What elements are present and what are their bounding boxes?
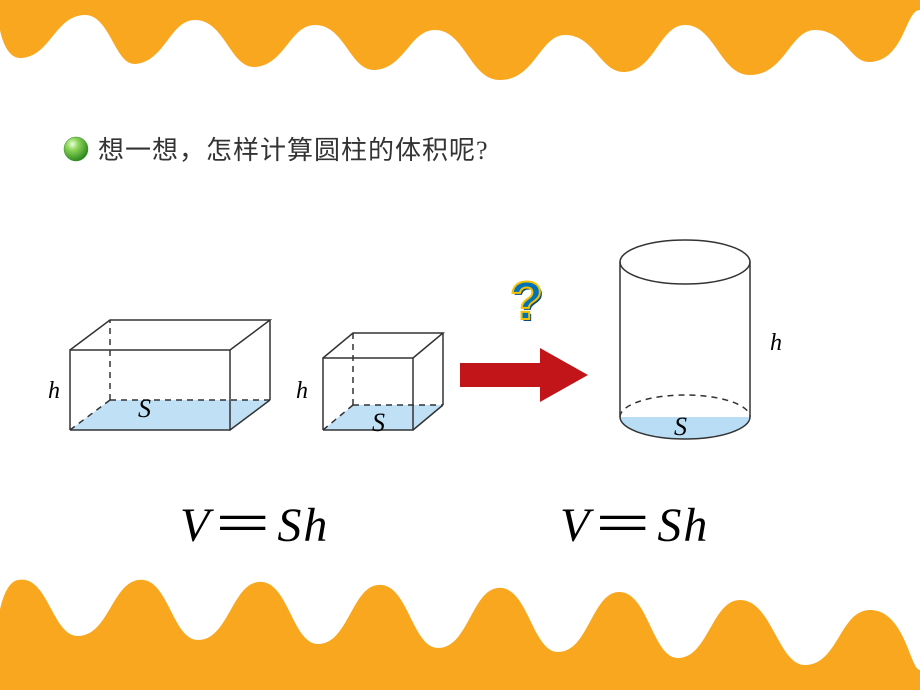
cuboid-shape	[60, 280, 280, 440]
cloud-border-bottom	[0, 570, 920, 690]
cylinder-h-label: h	[770, 330, 782, 357]
formula-left-v: V	[180, 499, 211, 552]
bullet-ball-icon	[62, 135, 90, 163]
formula-right-s: S	[657, 499, 683, 552]
formula-left: V＝Sh	[180, 485, 329, 555]
cylinder-s-label: S	[674, 412, 687, 442]
cuboid-s-label: S	[138, 394, 151, 424]
cuboid-h-label: h	[48, 378, 60, 405]
formula-right: V＝Sh	[560, 485, 709, 555]
formula-right-v: V	[560, 499, 591, 552]
formula-right-eq: ＝	[592, 485, 657, 555]
cube-s-label: S	[372, 408, 385, 438]
diagram-area: h S h S ? h S	[60, 250, 860, 470]
cube-h-label: h	[296, 378, 308, 405]
cloud-border-top	[0, 0, 920, 90]
prompt-row: 想一想，怎样计算圆柱的体积呢?	[60, 128, 497, 169]
formula-left-eq: ＝	[212, 485, 277, 555]
question-mark-icon: ?	[510, 270, 543, 332]
formula-right-h: h	[683, 499, 709, 552]
cube-shape	[315, 305, 455, 440]
arrow-icon	[460, 345, 590, 405]
formula-left-h: h	[303, 499, 329, 552]
prompt-text: 想一想，怎样计算圆柱的体积呢?	[98, 130, 489, 167]
formula-left-s: S	[277, 499, 303, 552]
